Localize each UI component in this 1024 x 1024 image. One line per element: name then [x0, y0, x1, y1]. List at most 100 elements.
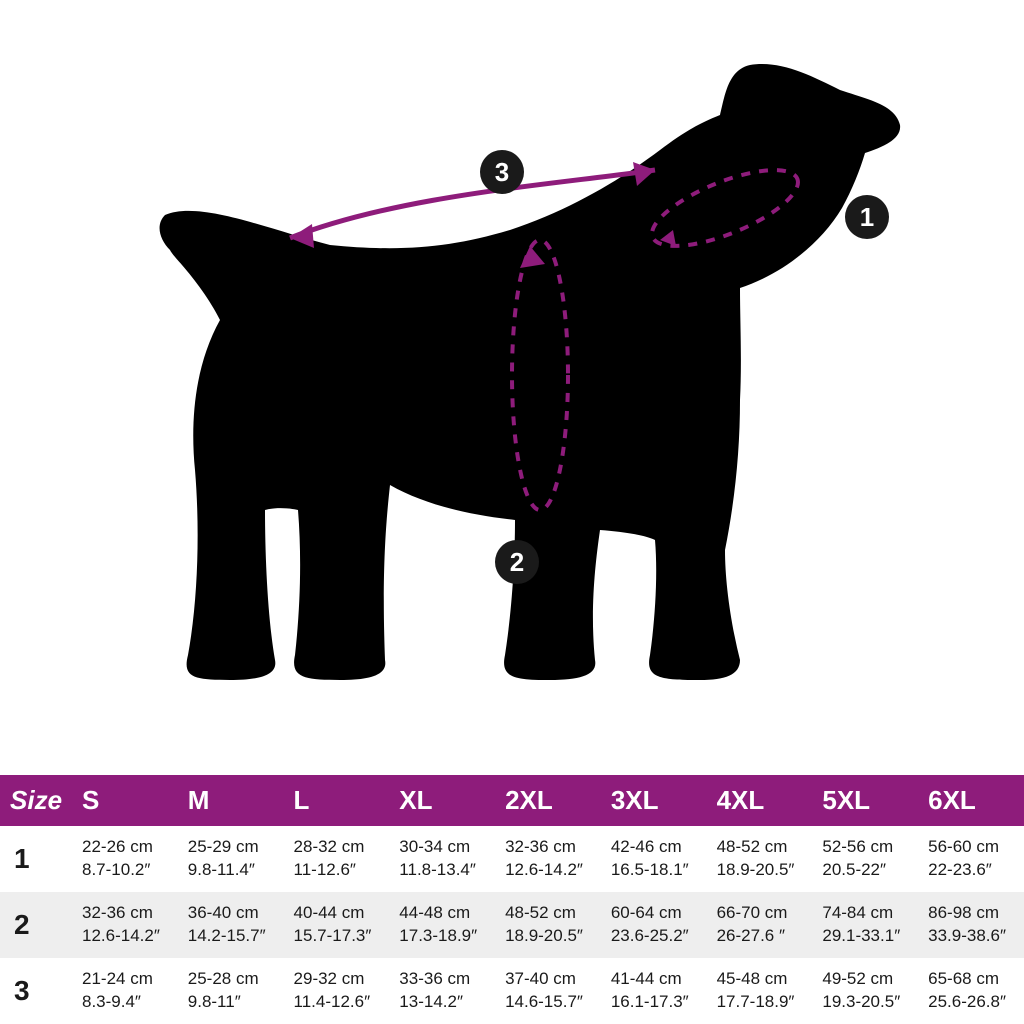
size-cell-in: 16.1-17.3″ [611, 991, 703, 1014]
size-cell-in: 29.1-33.1″ [822, 925, 914, 948]
size-cell-cm: 25-29 cm [188, 836, 280, 859]
size-cell: 48-52 cm18.9-20.5″ [707, 826, 813, 892]
size-cell-cm: 45-48 cm [717, 968, 809, 991]
size-cell-in: 25.6-26.8″ [928, 991, 1020, 1014]
size-cell-cm: 37-40 cm [505, 968, 597, 991]
size-cell: 65-68 cm25.6-26.8″ [918, 958, 1024, 1024]
size-cell-cm: 28-32 cm [294, 836, 386, 859]
size-cell-cm: 22-26 cm [82, 836, 174, 859]
size-column-header: L [284, 775, 390, 826]
size-cell-in: 33.9-38.6″ [928, 925, 1020, 948]
size-cell-cm: 86-98 cm [928, 902, 1020, 925]
size-cell: 66-70 cm26-27.6 ″ [707, 892, 813, 958]
size-column-header: S [72, 775, 178, 826]
size-cell: 37-40 cm14.6-15.7″ [495, 958, 601, 1024]
size-cell: 52-56 cm20.5-22″ [812, 826, 918, 892]
size-cell: 32-36 cm12.6-14.2″ [495, 826, 601, 892]
badge-label: 1 [860, 202, 874, 233]
size-cell-cm: 32-36 cm [82, 902, 174, 925]
size-cell-cm: 30-34 cm [399, 836, 491, 859]
size-cell: 29-32 cm11.4-12.6″ [284, 958, 390, 1024]
dog-measurement-diagram: 1 2 3 [0, 0, 1024, 750]
size-cell-in: 19.3-20.5″ [822, 991, 914, 1014]
size-column-header: 3XL [601, 775, 707, 826]
table-row: 232-36 cm12.6-14.2″36-40 cm14.2-15.7″40-… [0, 892, 1024, 958]
measurement-badge-1: 1 [845, 195, 889, 239]
dog-silhouette [100, 20, 920, 720]
badge-label: 3 [495, 157, 509, 188]
size-column-header: 5XL [812, 775, 918, 826]
size-cell: 30-34 cm11.8-13.4″ [389, 826, 495, 892]
measurement-row-label: 1 [0, 826, 72, 892]
size-cell-cm: 33-36 cm [399, 968, 491, 991]
size-column-header: 6XL [918, 775, 1024, 826]
size-cell: 25-29 cm9.8-11.4″ [178, 826, 284, 892]
size-cell-cm: 36-40 cm [188, 902, 280, 925]
size-cell-in: 17.7-18.9″ [717, 991, 809, 1014]
size-cell: 32-36 cm12.6-14.2″ [72, 892, 178, 958]
table-row: 321-24 cm8.3-9.4″25-28 cm9.8-11″29-32 cm… [0, 958, 1024, 1024]
size-cell-in: 9.8-11.4″ [188, 859, 280, 882]
size-header: Size [0, 775, 72, 826]
size-cell: 36-40 cm14.2-15.7″ [178, 892, 284, 958]
size-cell-in: 12.6-14.2″ [505, 859, 597, 882]
size-cell-cm: 65-68 cm [928, 968, 1020, 991]
size-cell-cm: 56-60 cm [928, 836, 1020, 859]
size-cell-cm: 41-44 cm [611, 968, 703, 991]
size-cell-in: 12.6-14.2″ [82, 925, 174, 948]
size-cell-cm: 25-28 cm [188, 968, 280, 991]
size-cell: 44-48 cm17.3-18.9″ [389, 892, 495, 958]
size-cell-in: 18.9-20.5″ [505, 925, 597, 948]
size-cell: 42-46 cm16.5-18.1″ [601, 826, 707, 892]
size-cell-in: 26-27.6 ″ [717, 925, 809, 948]
size-cell-cm: 29-32 cm [294, 968, 386, 991]
size-cell-cm: 48-52 cm [717, 836, 809, 859]
size-cell-in: 18.9-20.5″ [717, 859, 809, 882]
measurement-row-label: 3 [0, 958, 72, 1024]
size-cell-in: 11.4-12.6″ [294, 991, 386, 1014]
badge-label: 2 [510, 547, 524, 578]
size-cell: 60-64 cm23.6-25.2″ [601, 892, 707, 958]
size-cell-cm: 44-48 cm [399, 902, 491, 925]
size-cell-in: 23.6-25.2″ [611, 925, 703, 948]
size-cell-cm: 60-64 cm [611, 902, 703, 925]
size-cell-cm: 32-36 cm [505, 836, 597, 859]
size-column-header: XL [389, 775, 495, 826]
size-cell-cm: 49-52 cm [822, 968, 914, 991]
size-cell: 33-36 cm13-14.2″ [389, 958, 495, 1024]
size-cell: 86-98 cm33.9-38.6″ [918, 892, 1024, 958]
size-column-header: 2XL [495, 775, 601, 826]
size-cell: 41-44 cm16.1-17.3″ [601, 958, 707, 1024]
size-cell-in: 11-12.6″ [294, 859, 386, 882]
table-row: 122-26 cm8.7-10.2″25-29 cm9.8-11.4″28-32… [0, 826, 1024, 892]
size-cell-in: 14.6-15.7″ [505, 991, 597, 1014]
size-cell-in: 16.5-18.1″ [611, 859, 703, 882]
size-cell-in: 13-14.2″ [399, 991, 491, 1014]
size-cell: 40-44 cm15.7-17.3″ [284, 892, 390, 958]
size-column-header: M [178, 775, 284, 826]
size-cell-in: 8.7-10.2″ [82, 859, 174, 882]
size-cell-in: 15.7-17.3″ [294, 925, 386, 948]
size-cell: 45-48 cm17.7-18.9″ [707, 958, 813, 1024]
size-table: Size SMLXL2XL3XL4XL5XL6XL 122-26 cm8.7-1… [0, 775, 1024, 1024]
size-cell-cm: 40-44 cm [294, 902, 386, 925]
measurement-badge-3: 3 [480, 150, 524, 194]
size-cell-cm: 21-24 cm [82, 968, 174, 991]
size-cell-in: 17.3-18.9″ [399, 925, 491, 948]
size-cell-in: 22-23.6″ [928, 859, 1020, 882]
measurement-badge-2: 2 [495, 540, 539, 584]
size-cell-in: 9.8-11″ [188, 991, 280, 1014]
size-cell: 49-52 cm19.3-20.5″ [812, 958, 918, 1024]
size-cell-in: 11.8-13.4″ [399, 859, 491, 882]
size-cell-cm: 48-52 cm [505, 902, 597, 925]
size-cell: 56-60 cm22-23.6″ [918, 826, 1024, 892]
size-cell: 22-26 cm8.7-10.2″ [72, 826, 178, 892]
size-cell-in: 8.3-9.4″ [82, 991, 174, 1014]
size-cell-cm: 66-70 cm [717, 902, 809, 925]
size-cell: 48-52 cm18.9-20.5″ [495, 892, 601, 958]
size-cell: 74-84 cm29.1-33.1″ [812, 892, 918, 958]
size-cell-cm: 74-84 cm [822, 902, 914, 925]
size-cell-cm: 52-56 cm [822, 836, 914, 859]
size-cell-in: 20.5-22″ [822, 859, 914, 882]
size-cell: 28-32 cm11-12.6″ [284, 826, 390, 892]
